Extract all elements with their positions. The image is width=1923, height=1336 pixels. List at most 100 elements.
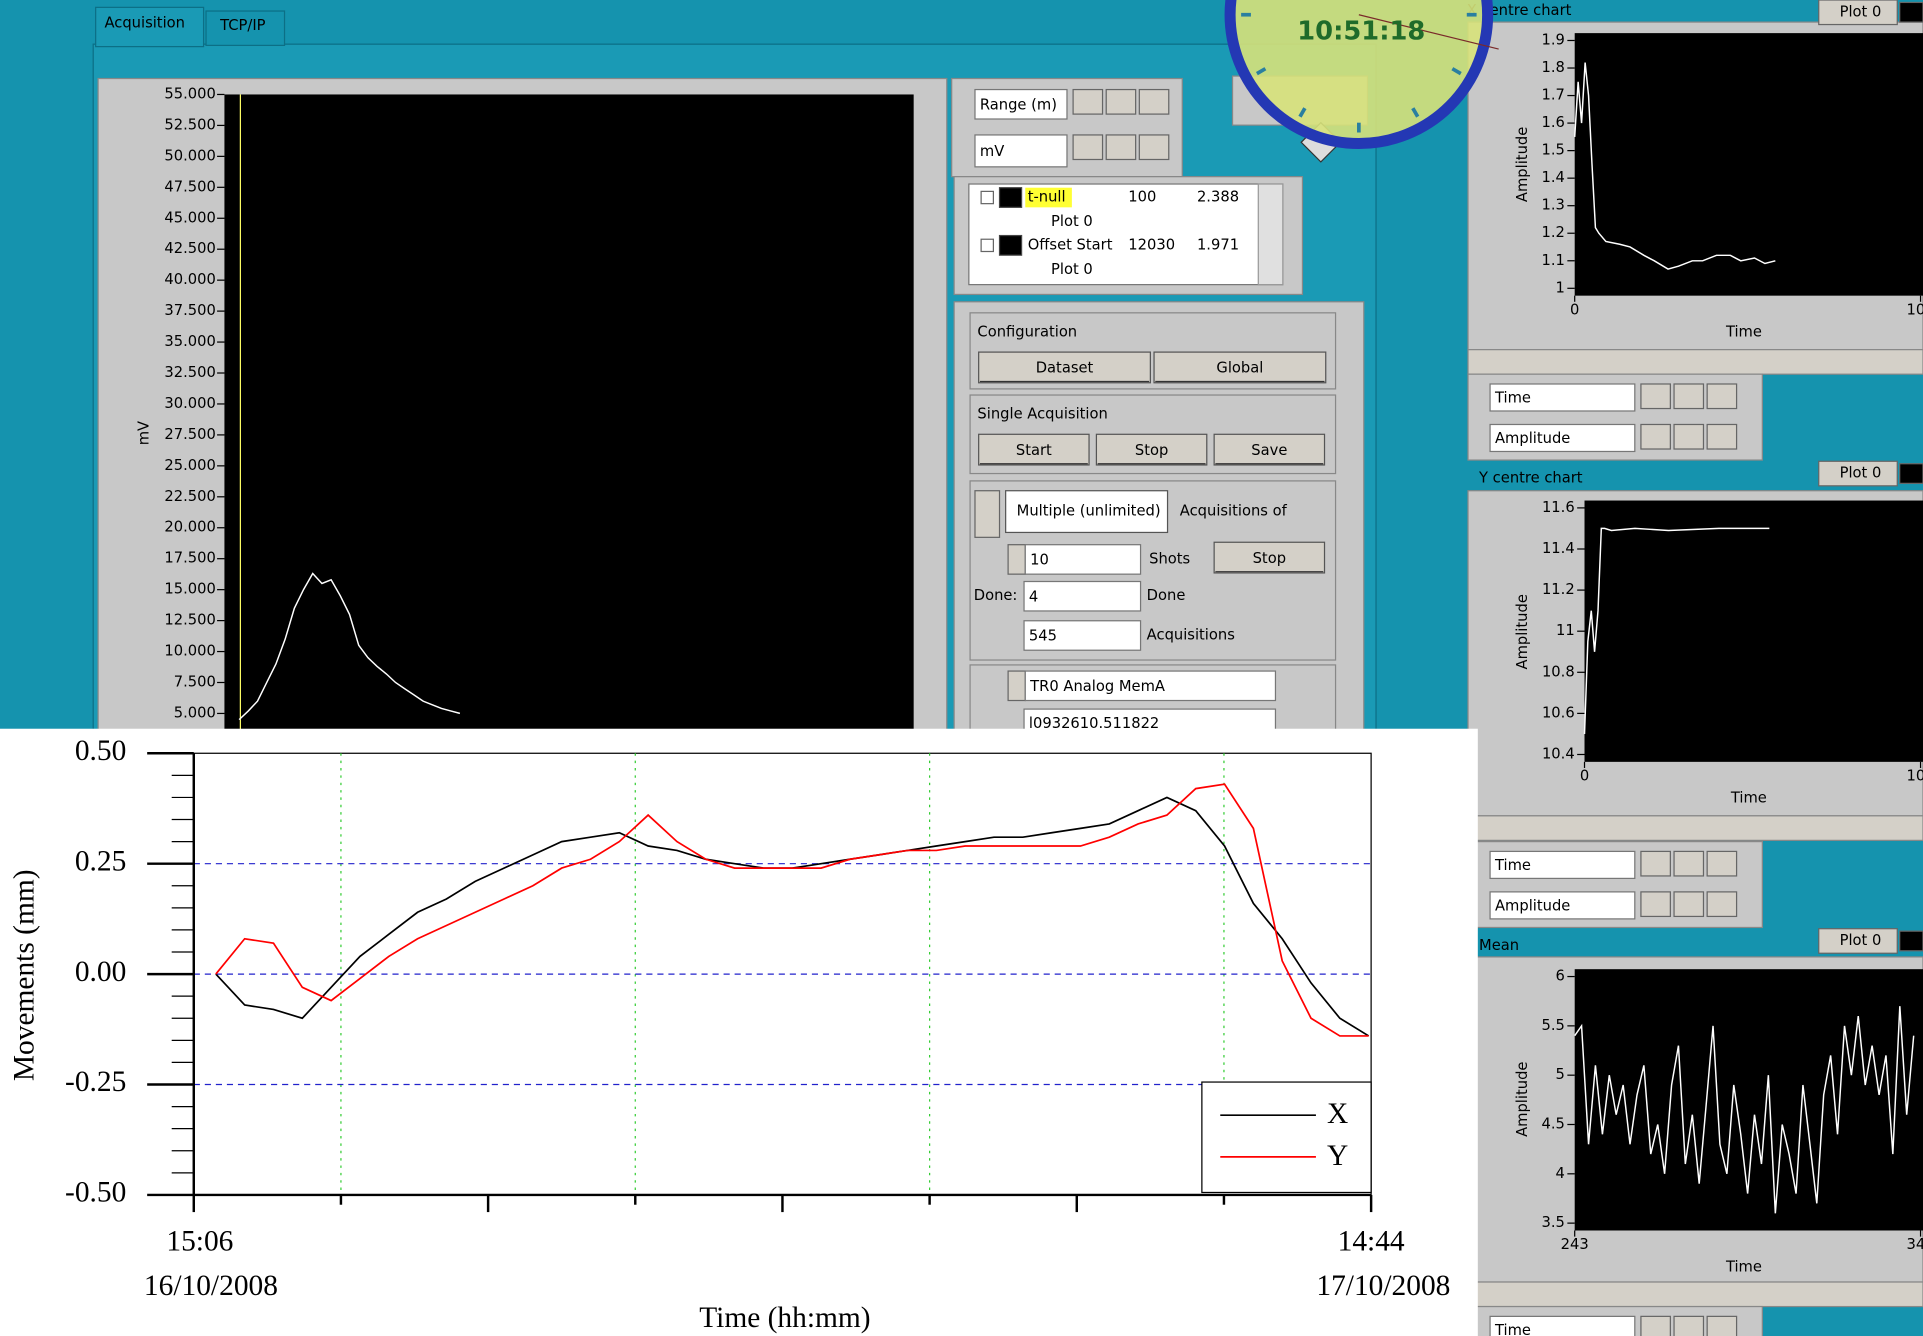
y-tick-label: 1.1 <box>1542 252 1565 269</box>
tool-icon[interactable] <box>1641 851 1670 876</box>
tool-icon[interactable] <box>1674 851 1703 876</box>
y-tick-label: 1.9 <box>1542 31 1565 48</box>
tool-icon[interactable] <box>1707 1316 1736 1336</box>
y-tick-label: 10.8 <box>1542 663 1575 680</box>
tool-icon[interactable] <box>1707 892 1736 917</box>
y-tick-label: 35.000 <box>164 333 215 350</box>
expander[interactable] <box>981 239 993 251</box>
spinner[interactable] <box>1008 671 1025 700</box>
y-tick-label: 1.4 <box>1542 169 1565 186</box>
tool-icon[interactable] <box>1674 384 1703 409</box>
tool-icon[interactable] <box>1073 135 1102 160</box>
y-tick-label: 12.500 <box>164 612 215 629</box>
plot-area <box>224 94 913 775</box>
legend-label: Plot 0 <box>1840 465 1882 482</box>
plot-area <box>1575 969 1923 1230</box>
tool-icon[interactable] <box>1707 384 1736 409</box>
y-tick-label: 0.25 <box>75 845 126 877</box>
tool-icon[interactable] <box>1641 1316 1670 1336</box>
spinner[interactable] <box>975 491 1000 538</box>
legend-swatch <box>1900 2 1923 22</box>
tool-icon[interactable] <box>1073 90 1102 115</box>
y-tick-label: 1.5 <box>1542 142 1565 159</box>
x-tick-label: 16/10/2008 <box>144 1270 278 1302</box>
y-tick-label: 11.6 <box>1542 499 1575 516</box>
tool-icon[interactable] <box>1707 424 1736 449</box>
legend-label: Y <box>1327 1140 1348 1172</box>
y-tick-label: 15.000 <box>164 581 215 598</box>
chart-title: Mean <box>1479 937 1519 954</box>
cursor-y: 2.388 <box>1197 189 1239 206</box>
field-text: Amplitude <box>1495 898 1570 915</box>
field-text: Time <box>1494 1322 1531 1336</box>
field-text: 4 <box>1029 588 1038 605</box>
tool-icon[interactable] <box>1674 1316 1703 1336</box>
y-tick-label: 47.500 <box>164 178 215 195</box>
field-text: Amplitude <box>1495 430 1570 447</box>
tool-icon[interactable] <box>1707 851 1736 876</box>
y-tick-label: 20.000 <box>164 519 215 536</box>
tool-icon[interactable] <box>1641 384 1670 409</box>
field-text: Time <box>1494 390 1531 407</box>
y-axis-label: Movements (mm) <box>9 869 41 1081</box>
y-tick-label: 10.4 <box>1542 745 1575 762</box>
spinner[interactable] <box>1008 545 1025 574</box>
y-tick-label: 5.000 <box>174 704 216 721</box>
y-tick-label: 4.5 <box>1542 1115 1565 1132</box>
tool-icon[interactable] <box>1139 135 1168 160</box>
group-title: Configuration <box>977 323 1077 340</box>
label: Acquisitions <box>1147 626 1235 643</box>
x-tick-label: 0 <box>1570 301 1579 318</box>
tool-icon[interactable] <box>1139 90 1168 115</box>
scrollbar <box>1468 1282 1923 1307</box>
ring-text: Multiple (unlimited) <box>1017 503 1161 520</box>
legend-label: X <box>1327 1098 1348 1130</box>
text-field[interactable] <box>1024 582 1141 611</box>
tab-label: Acquisition <box>104 14 185 31</box>
button-label: Stop <box>1253 550 1286 567</box>
tab-label: TCP/IP <box>219 17 266 34</box>
field-text: mV <box>980 143 1004 160</box>
y-tick-label: 40.000 <box>164 271 215 288</box>
plot-area <box>1585 501 1923 762</box>
y-tick-label: 32.500 <box>164 364 215 381</box>
tool-icon[interactable] <box>1641 892 1670 917</box>
y-axis-label: mV <box>136 421 153 445</box>
legend-label: Plot 0 <box>1840 3 1882 20</box>
x-tick-label: 15:06 <box>166 1226 233 1258</box>
scrollbar <box>1258 184 1283 285</box>
tool-icon[interactable] <box>1106 90 1135 115</box>
cursor-icon <box>1000 236 1022 256</box>
scrollbar <box>1468 350 1923 375</box>
scrollbar <box>1468 816 1923 841</box>
tool-icon[interactable] <box>1674 892 1703 917</box>
cursor-name: Offset Start <box>1028 236 1113 253</box>
y-tick-label: 7.500 <box>174 673 216 690</box>
y-tick-label: 11.4 <box>1542 540 1575 557</box>
chart-title: Y centre chart <box>1478 469 1583 486</box>
y-tick-label: 1.6 <box>1542 114 1565 131</box>
y-tick-label: 52.500 <box>164 116 215 133</box>
x-axis-label: Time <box>1730 790 1767 807</box>
y-axis-label: Amplitude <box>1514 594 1531 669</box>
y-tick-label: 27.500 <box>164 426 215 443</box>
y-tick-label: 4 <box>1556 1165 1565 1182</box>
cursor-name: t-null <box>1028 189 1066 206</box>
label: Shots <box>1149 550 1190 567</box>
tool-icon[interactable] <box>1674 424 1703 449</box>
button-label: Dataset <box>1036 360 1094 377</box>
y-tick-label: 10.000 <box>164 643 215 660</box>
x-tick-label: 343 <box>1907 1236 1923 1253</box>
cursor-x: 100 <box>1128 189 1156 206</box>
y-tick-label: -0.50 <box>65 1177 126 1209</box>
y-tick-label: 11.2 <box>1542 581 1575 598</box>
tool-icon[interactable] <box>1106 135 1135 160</box>
y-tick-label: 25.000 <box>164 457 215 474</box>
cursor-icon <box>1000 188 1022 208</box>
y-tick-label: 17.500 <box>164 550 215 567</box>
button-label: Save <box>1251 442 1287 459</box>
tool-icon[interactable] <box>1641 424 1670 449</box>
y-tick-label: 0.50 <box>75 735 126 767</box>
button-label: Stop <box>1135 442 1168 459</box>
expander[interactable] <box>981 191 993 203</box>
